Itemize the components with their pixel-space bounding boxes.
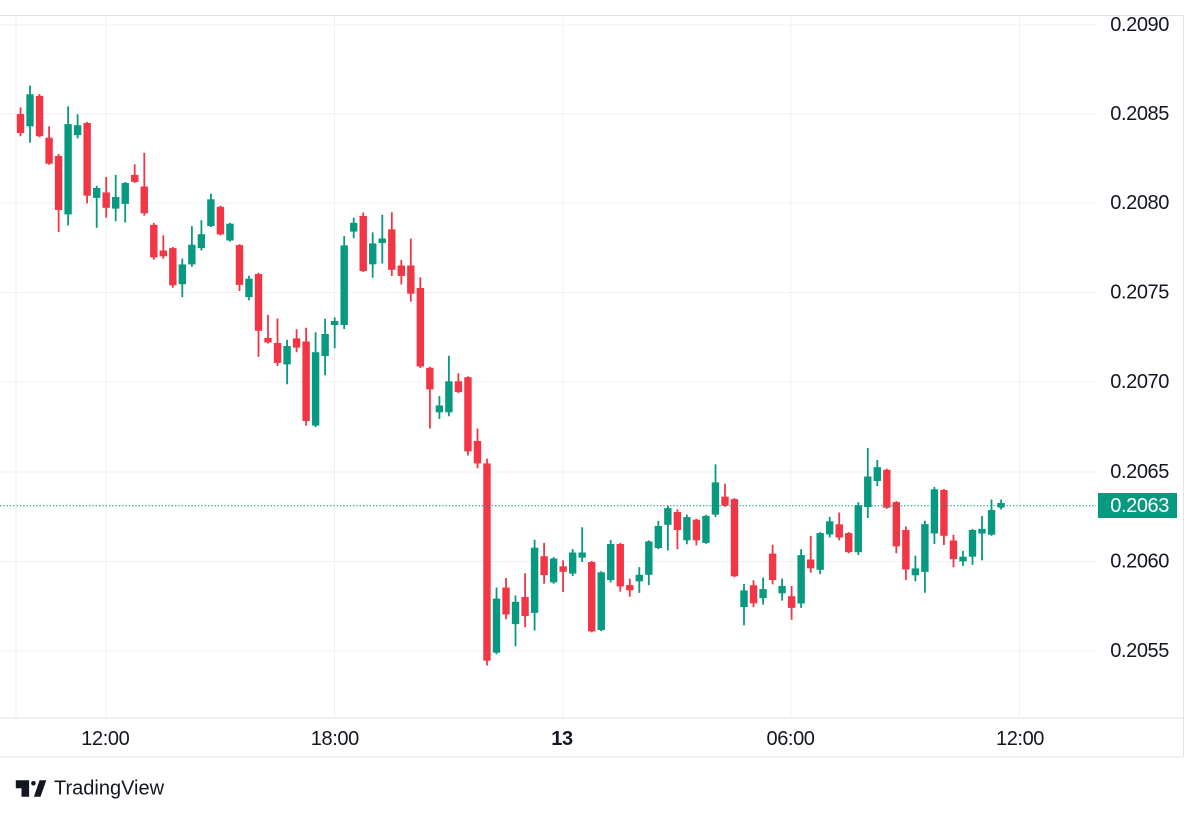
svg-text:0.2070: 0.2070 [1110,371,1169,393]
svg-text:0.2065: 0.2065 [1110,461,1169,483]
svg-text:06:00: 06:00 [766,728,814,750]
svg-text:0.2060: 0.2060 [1110,551,1169,573]
svg-text:0.2080: 0.2080 [1110,192,1169,214]
svg-text:0.2090: 0.2090 [1110,14,1169,36]
svg-text:18:00: 18:00 [311,728,359,750]
svg-text:12:00: 12:00 [81,728,129,750]
svg-text:12:00: 12:00 [996,728,1044,750]
svg-text:0.2075: 0.2075 [1110,282,1169,304]
svg-text:0.2063: 0.2063 [1110,495,1169,517]
svg-text:13: 13 [551,728,573,750]
svg-text:0.2055: 0.2055 [1110,640,1169,662]
svg-text:0.2085: 0.2085 [1110,103,1169,125]
svg-text:TradingView: TradingView [54,778,165,800]
